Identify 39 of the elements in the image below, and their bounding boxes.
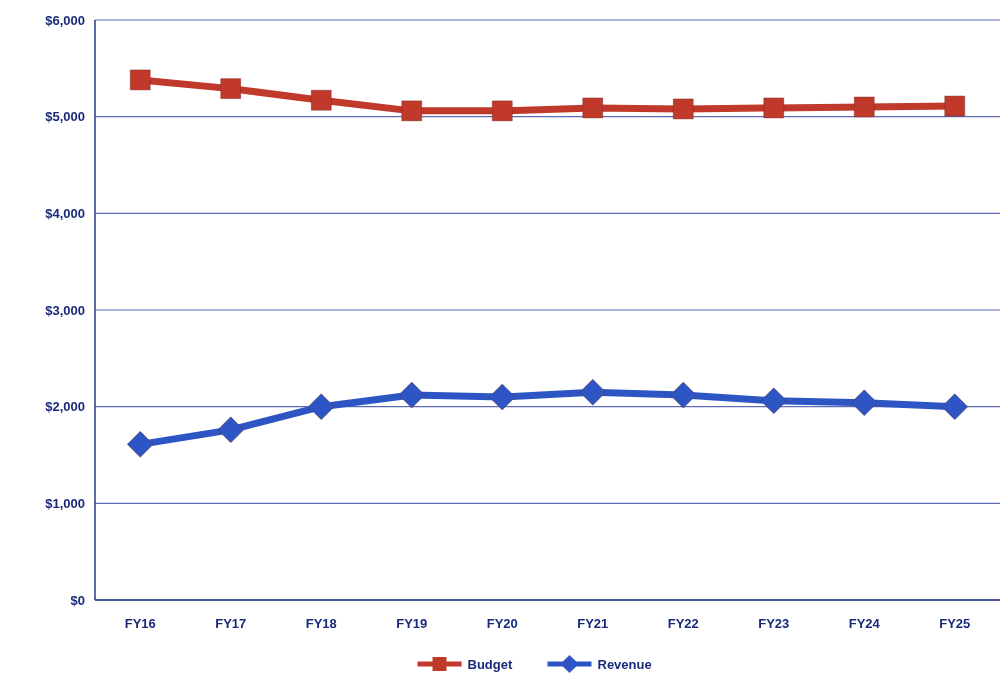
point [126, 430, 154, 458]
point [491, 100, 513, 122]
y-tick-label: $1,000 [45, 495, 85, 511]
point [129, 69, 151, 91]
x-tick-label: FY16 [124, 616, 156, 631]
point [401, 100, 423, 122]
x-tick-label: FY25 [939, 616, 971, 631]
x-tick-label: FY24 [848, 616, 881, 631]
x-tick-label: FY23 [758, 616, 790, 631]
point [850, 389, 878, 417]
x-tick-label: FY22 [667, 616, 699, 631]
y-tick-label: $0 [70, 592, 85, 608]
y-tick-label: $6,000 [45, 12, 85, 28]
point [582, 97, 604, 119]
point [763, 97, 785, 119]
x-tick-label: FY21 [577, 616, 609, 631]
point [220, 78, 242, 100]
point [760, 387, 788, 415]
legend-label: Revenue [597, 656, 652, 672]
x-tick-label: FY19 [396, 616, 428, 631]
point [398, 381, 426, 409]
x-tick-label: FY20 [486, 616, 518, 631]
point [853, 96, 875, 118]
point [310, 89, 332, 111]
point [669, 381, 697, 409]
point [307, 393, 335, 421]
y-tick-label: $4,000 [45, 205, 85, 221]
x-tick-label: FY17 [215, 616, 247, 631]
legend-label: Budget [467, 656, 513, 672]
x-tick-label: FY18 [305, 616, 337, 631]
point [941, 393, 969, 421]
y-tick-label: $2,000 [45, 399, 85, 415]
point [579, 378, 607, 406]
point [944, 95, 966, 117]
point [217, 416, 245, 444]
point [488, 383, 516, 411]
y-tick-label: $5,000 [45, 109, 85, 125]
y-tick-label: $3,000 [45, 302, 85, 318]
point [672, 98, 694, 120]
